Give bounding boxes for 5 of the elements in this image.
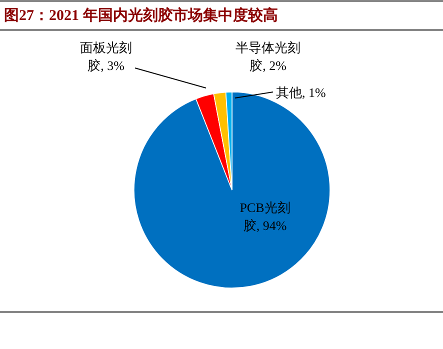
slice-label: 半导体光刻胶, 2% bbox=[236, 40, 300, 73]
slice-label: 其他, 1% bbox=[276, 85, 326, 100]
chart-title: 图27：2021 年国内光刻胶市场集中度较高 bbox=[4, 6, 278, 24]
slice-label: 面板光刻胶, 3% bbox=[80, 40, 132, 73]
slice-label: PCB光刻胶, 94% bbox=[240, 200, 290, 233]
